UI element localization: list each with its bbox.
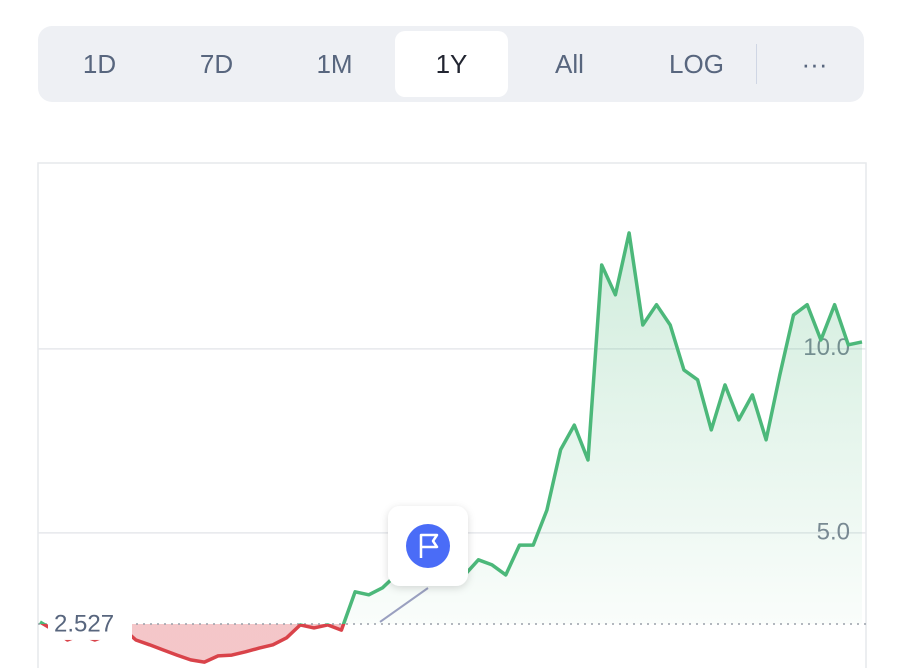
- divider: [756, 44, 757, 84]
- chart-frame: [37, 162, 867, 668]
- tab[interactable]: ···: [801, 49, 828, 79]
- baseline-label-bg: [48, 607, 132, 640]
- tab[interactable]: 1Y: [395, 31, 508, 97]
- tab[interactable]: LOG: [669, 49, 724, 79]
- flag-connector: [379, 587, 429, 623]
- tab[interactable]: 7D: [199, 49, 234, 79]
- flag-icon: [419, 533, 439, 558]
- timeframe-tabs: 1D 7D 1M 1Y All LOG ···: [38, 26, 864, 102]
- baseline-label: 2.527: [54, 610, 114, 637]
- tab[interactable]: 1D: [82, 49, 117, 79]
- area: [40, 232, 862, 663]
- tab[interactable]: 1M: [316, 49, 353, 79]
- tab[interactable]: All: [555, 49, 584, 79]
